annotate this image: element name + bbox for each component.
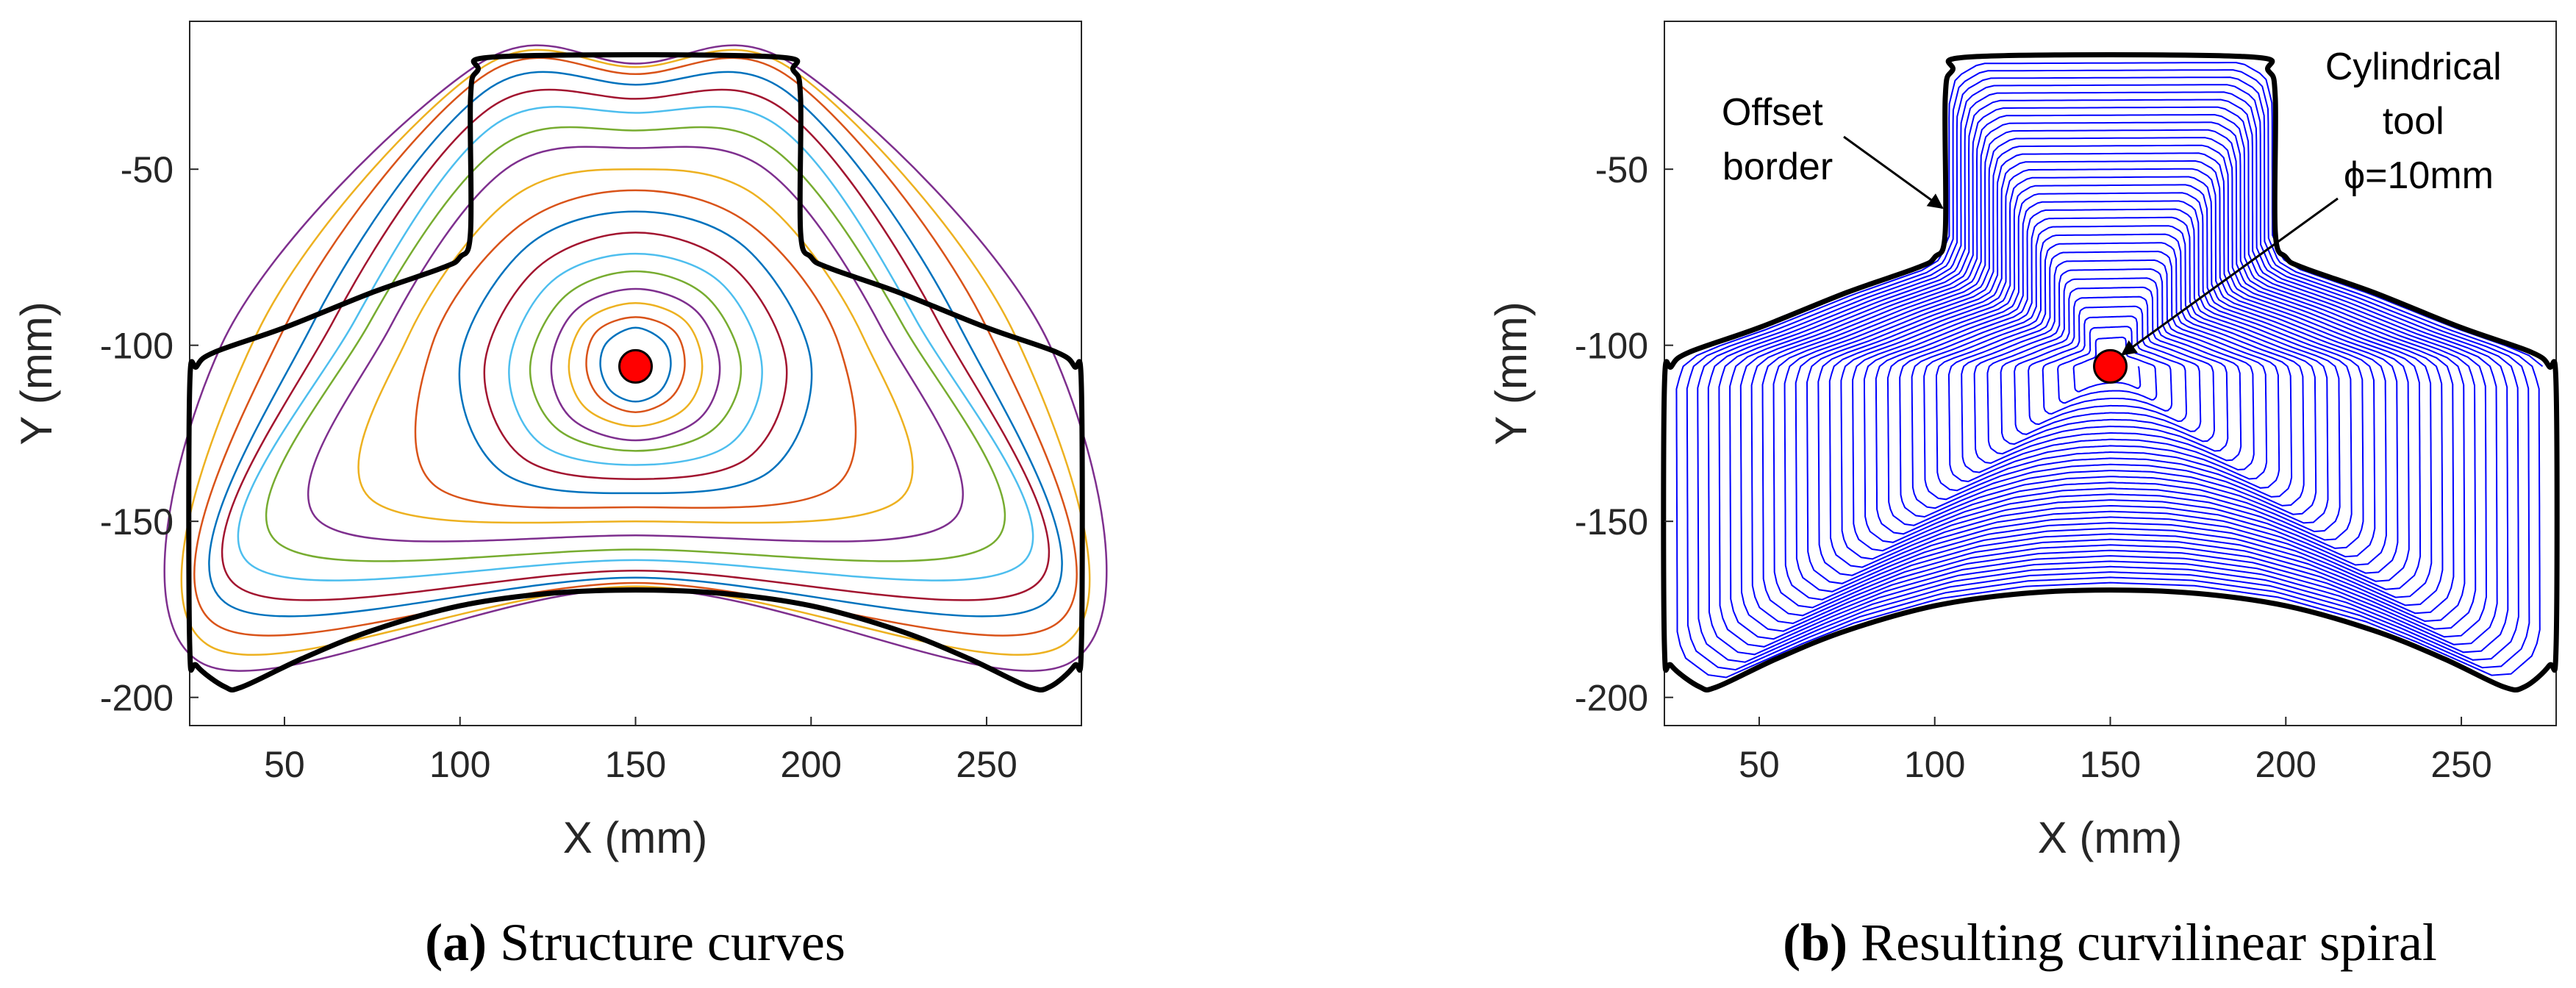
y-tick-label-b-0: -50 xyxy=(1595,149,1648,190)
spiral-toolpath xyxy=(1675,62,2544,679)
x-axis-a: 50 100 150 200 250 xyxy=(264,717,1017,785)
annotation-cylindrical-tool: Cylindrical tool ϕ=10mm xyxy=(2325,46,2512,197)
x-tick-label-b-1: 100 xyxy=(1904,744,1965,785)
structure-curve-14 xyxy=(208,71,1063,618)
arrow-cylindrical-tool xyxy=(2120,197,2339,356)
structure-curve-0 xyxy=(599,326,672,403)
structure-curve-2 xyxy=(568,301,704,428)
y-axis-a: -50 -100 -150 -200 xyxy=(100,149,198,719)
y-tick-label-b-1: -100 xyxy=(1575,326,1648,367)
annotation-offset-border: Offset border xyxy=(1722,91,1833,188)
center-point-b xyxy=(2093,348,2128,384)
structure-curve-15 xyxy=(193,57,1078,637)
border-line-b xyxy=(1661,52,2560,692)
y-tick-label-a-2: -150 xyxy=(100,501,173,543)
structure-curve-3 xyxy=(550,287,721,442)
panel-label-a: (a) xyxy=(425,913,487,972)
y-axis-label-b: Y (mm) xyxy=(1486,301,1536,445)
y-tick-label-a-1: -100 xyxy=(100,326,173,367)
x-tick-label-a-2: 150 xyxy=(605,744,666,785)
border-line-a xyxy=(186,52,1085,692)
panel-b-curvilinear-spiral: 50 100 150 200 250 -50 -100 -150 -200 X (mm) Y … xyxy=(1486,21,2560,972)
y-axis-b: -50 -100 -150 -200 xyxy=(1575,149,1673,719)
spiral-line xyxy=(1675,62,2544,679)
x-tick-label-a-3: 200 xyxy=(781,744,842,785)
center-point-a xyxy=(618,348,653,384)
x-axis-label-b: X (mm) xyxy=(2038,813,2183,862)
caption-b: (b) Resulting curvilinear spiral xyxy=(1783,913,2437,972)
structure-curves xyxy=(163,44,1108,672)
structure-curve-6 xyxy=(483,232,788,480)
x-tick-label-a-1: 100 xyxy=(429,744,490,785)
y-tick-label-b-2: -150 xyxy=(1575,501,1648,543)
structure-curve-5 xyxy=(508,252,763,466)
x-tick-label-b-3: 200 xyxy=(2255,744,2316,785)
structure-curve-13 xyxy=(221,88,1051,601)
caption-a: (a) Structure curves xyxy=(425,913,845,972)
offset-border-a xyxy=(186,52,1085,692)
x-tick-label-b-0: 50 xyxy=(1739,744,1780,785)
offset-border-b xyxy=(1661,52,2560,692)
y-tick-label-b-3: -200 xyxy=(1575,678,1648,719)
x-tick-label-b-4: 250 xyxy=(2430,744,2491,785)
panel-label-b: (b) xyxy=(1783,913,1847,972)
caption-text-b: Resulting curvilinear spiral xyxy=(1861,913,2437,972)
structure-curve-1 xyxy=(585,316,686,413)
structure-curve-11 xyxy=(265,126,1006,562)
y-tick-label-a-3: -200 xyxy=(100,678,173,719)
x-tick-label-a-0: 50 xyxy=(264,744,305,785)
x-tick-label-b-2: 150 xyxy=(2080,744,2141,785)
y-axis-label-a: Y (mm) xyxy=(12,301,61,445)
caption-text-a: Structure curves xyxy=(500,913,845,972)
structure-curve-10 xyxy=(307,146,964,543)
y-tick-label-a-0: -50 xyxy=(121,149,173,190)
panel-a-structure-curves: 50 100 150 200 250 -50 -100 -150 -200 X (mm) Y … xyxy=(12,21,1108,972)
x-axis-b: 50 100 150 200 250 xyxy=(1739,717,2492,785)
x-tick-label-a-4: 250 xyxy=(956,744,1017,785)
arrow-offset-border xyxy=(1843,135,1944,210)
structure-curve-7 xyxy=(458,210,813,495)
structure-curve-8 xyxy=(414,189,857,509)
structure-curve-12 xyxy=(237,106,1034,581)
structure-curve-4 xyxy=(529,270,743,452)
x-axis-label-a: X (mm) xyxy=(563,813,708,862)
structure-curve-16 xyxy=(180,49,1091,656)
structure-curve-9 xyxy=(357,168,914,524)
